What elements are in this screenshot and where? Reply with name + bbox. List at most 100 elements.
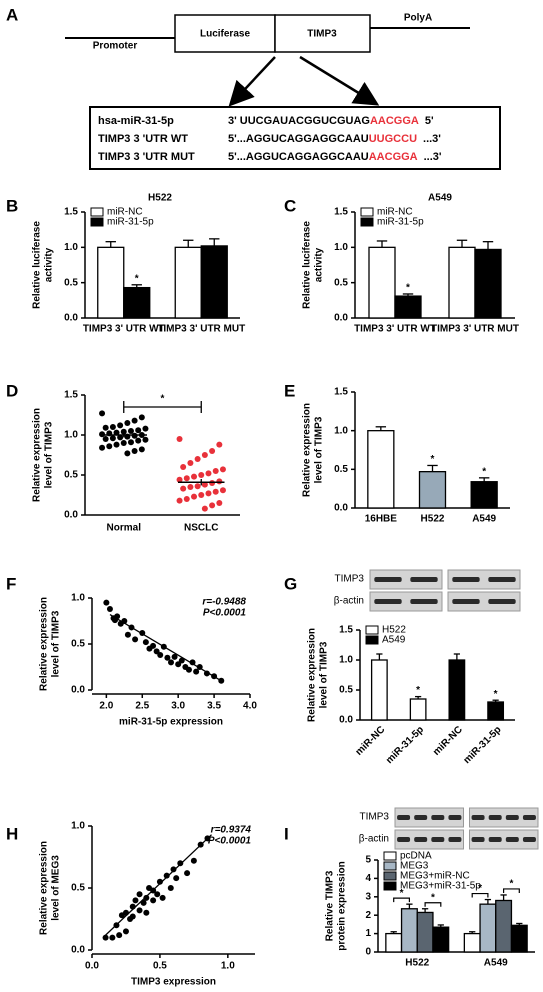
y-tick-label: 0.0 <box>71 945 85 956</box>
legend-swatch <box>90 207 104 217</box>
significance: * <box>416 685 420 696</box>
y-tick-label: 2 <box>365 910 371 921</box>
legend-swatch <box>360 207 374 217</box>
x-tick-label: TIMP3 3' UTR WT <box>354 324 436 335</box>
y-tick-label: 0.5 <box>334 464 348 475</box>
dot <box>205 470 212 477</box>
bar <box>487 701 505 721</box>
y-tick-label: 0.0 <box>334 503 348 514</box>
x-tick-label: 2.5 <box>135 701 149 712</box>
dot <box>117 422 124 429</box>
panel-label: B <box>6 196 18 215</box>
dot <box>109 435 116 442</box>
blot-band <box>471 815 485 820</box>
significance-bracket <box>471 892 489 898</box>
legend-label: miR-31-5p <box>377 217 424 228</box>
x-tick-label: 3.0 <box>171 701 185 712</box>
blot-label: β-actin <box>334 596 364 607</box>
point <box>124 631 131 638</box>
dot <box>212 468 219 474</box>
y-axis-label: Relative luciferase <box>302 221 313 309</box>
blot-label: TIMP3 <box>360 812 390 823</box>
significance: * <box>406 283 410 294</box>
y-axis-label: Relative expression <box>39 841 50 935</box>
panel-label: E <box>284 381 295 400</box>
point <box>159 894 166 901</box>
bar <box>368 246 396 319</box>
significance: * <box>400 888 404 899</box>
point <box>154 891 161 898</box>
y-axis-label: Relative expression <box>39 597 50 691</box>
point <box>103 599 110 606</box>
bar <box>394 295 422 319</box>
bar <box>400 908 418 953</box>
legend-swatch <box>383 851 397 861</box>
dot <box>124 420 131 426</box>
bar <box>385 932 403 953</box>
statistic: P<0.0001 <box>208 836 252 847</box>
sequence-highlight: AACGGA <box>370 115 419 127</box>
blot-band <box>431 815 445 820</box>
legend-label: pcDNA <box>400 851 432 862</box>
chart-title: A549 <box>428 193 452 204</box>
dot <box>176 497 183 504</box>
point <box>184 870 191 877</box>
point <box>106 606 113 613</box>
bar <box>370 659 388 721</box>
dot <box>142 425 149 432</box>
y-tick-label: 0.5 <box>64 470 78 481</box>
significance-bracket <box>424 902 442 907</box>
point <box>143 894 150 901</box>
y-tick-label: 0.5 <box>64 277 78 288</box>
point <box>190 857 197 864</box>
gene-box <box>274 14 371 53</box>
statistic: r=-0.9488 <box>202 597 246 608</box>
x-tick-label: NSCLC <box>184 523 218 534</box>
dot <box>205 490 212 497</box>
bar <box>97 246 125 319</box>
blot-band <box>397 815 411 820</box>
y-tick-label: 1.0 <box>64 242 78 253</box>
bar <box>474 248 502 319</box>
dot <box>191 473 198 480</box>
y-axis-label: Relative luciferase <box>32 221 43 309</box>
blot-band <box>522 837 536 842</box>
point <box>175 661 182 668</box>
dot <box>99 410 106 417</box>
blot-band <box>522 815 536 820</box>
x-tick-label: 2.0 <box>99 701 113 712</box>
y-axis-label: level of MEG3 <box>51 855 62 921</box>
dot <box>131 448 138 454</box>
panel-label: F <box>6 574 16 593</box>
legend-swatch <box>365 635 379 645</box>
legend-label: miR-31-5p <box>107 217 154 228</box>
y-axis-label: level of TIMP3 <box>314 416 325 483</box>
gene-label: TIMP3 <box>307 29 337 40</box>
dot <box>138 446 145 453</box>
x-tick-label: H522 <box>421 514 445 525</box>
dot <box>176 476 183 483</box>
bar <box>367 430 395 509</box>
point <box>116 932 123 939</box>
point <box>143 909 150 916</box>
y-axis-label: Relative expression <box>32 408 43 502</box>
blot-band <box>471 837 485 842</box>
panel-label: C <box>284 196 296 215</box>
x-axis-label: miR-31-5p expression <box>119 717 223 728</box>
blot-band <box>448 837 462 842</box>
x-tick-label: miR-31-5p <box>462 724 504 766</box>
dot <box>113 429 120 436</box>
significance: * <box>478 883 482 894</box>
bar <box>432 926 450 953</box>
dot <box>135 427 142 434</box>
promoter-label: Promoter <box>93 41 138 52</box>
y-tick-label: 0 <box>365 947 371 958</box>
point <box>136 907 143 914</box>
point <box>173 875 180 882</box>
point <box>153 648 160 655</box>
sequence-name: TIMP3 3 'UTR WT <box>98 133 188 145</box>
y-axis-label: level of TIMP3 <box>319 641 330 708</box>
dot <box>127 428 134 434</box>
polya-label: PolyA <box>404 13 432 24</box>
dot <box>183 475 190 482</box>
